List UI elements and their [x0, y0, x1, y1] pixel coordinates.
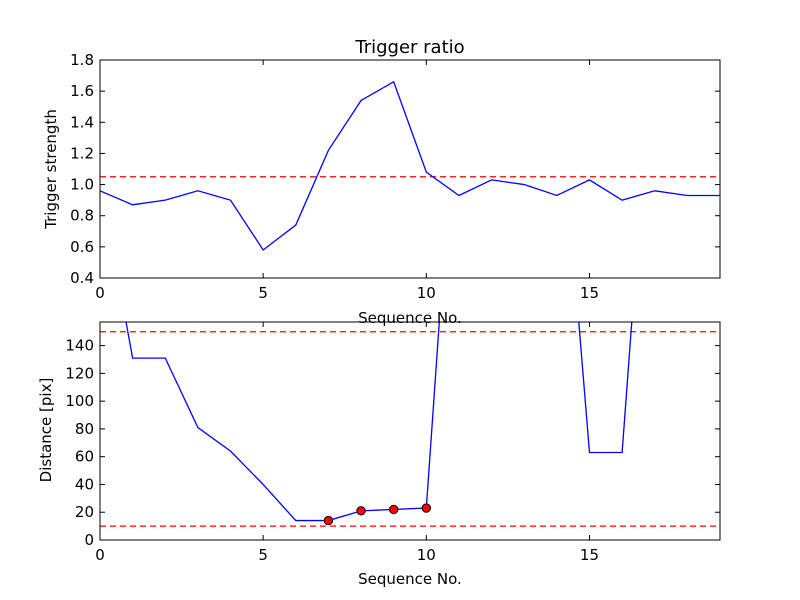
- y-tick-label: 0: [84, 531, 94, 549]
- y-axis-label: Distance [pix]: [37, 378, 55, 483]
- x-tick-label: 15: [580, 284, 599, 302]
- series-line: [100, 80, 720, 251]
- y-tick-label: 1.8: [70, 51, 94, 69]
- axes-frame: [99, 59, 721, 279]
- y-tick-label: 1.0: [70, 176, 94, 194]
- x-tick-label: 0: [95, 284, 105, 302]
- y-tick-label: 20: [75, 503, 94, 521]
- series-line: [125, 322, 633, 522]
- y-tick-label: 0.4: [70, 269, 94, 287]
- y-tick-label: 1.2: [70, 144, 94, 162]
- x-tick-label: 5: [258, 546, 268, 564]
- y-tick-label: 0.6: [70, 238, 94, 256]
- x-tick-label: 15: [580, 546, 599, 564]
- x-tick-label: 10: [417, 284, 436, 302]
- axes-frame: [99, 321, 721, 541]
- y-tick-label: 60: [75, 448, 94, 466]
- x-tick-label: 5: [258, 284, 268, 302]
- x-axis-label: Sequence No.: [358, 309, 462, 327]
- y-tick-label: 1.4: [70, 113, 94, 131]
- x-tick-label: 0: [95, 546, 105, 564]
- trigger-ratio-panel: Trigger ratio Sequence No. Trigger stren…: [42, 37, 721, 327]
- y-tick-label: 120: [65, 364, 94, 382]
- x-tick-label: 10: [417, 546, 436, 564]
- data-point-marker: [356, 506, 366, 516]
- plot-area: [100, 322, 720, 527]
- data-point-marker: [388, 504, 399, 515]
- y-tick-label: 0.8: [70, 207, 94, 225]
- distance-panel: Sequence No. Distance [pix] 0 5 10 15 0 20 40 6…: [37, 321, 721, 588]
- y-tick-label: 140: [65, 337, 94, 355]
- y-tick-label: 40: [75, 475, 94, 493]
- x-axis-label: Sequence No.: [358, 570, 462, 588]
- y-tick-label: 100: [65, 392, 94, 410]
- y-axis-label: Trigger strength: [42, 109, 60, 230]
- data-point-marker: [323, 515, 334, 526]
- data-point-marker: [421, 503, 432, 513]
- y-tick-label: 80: [75, 420, 94, 438]
- chart-title: Trigger ratio: [354, 37, 464, 58]
- plot-area: [100, 80, 720, 251]
- y-tick-label: 1.6: [70, 82, 94, 100]
